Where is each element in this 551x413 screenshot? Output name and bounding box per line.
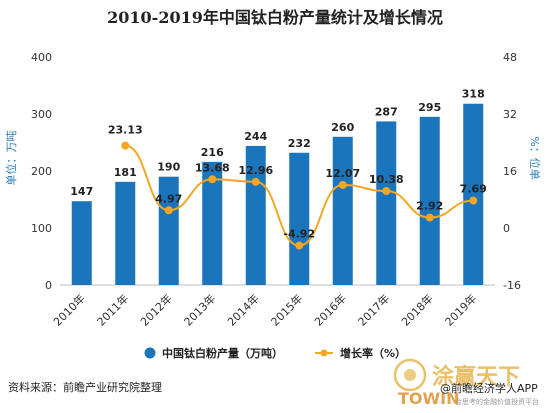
line-value-label: 2.92 bbox=[416, 200, 443, 213]
line-value-label: 23.13 bbox=[108, 124, 143, 137]
legend-line-label: 增长率（%） bbox=[340, 346, 406, 360]
bar bbox=[463, 103, 484, 286]
right-tick-label: 48 bbox=[503, 51, 517, 64]
x-tick-label: 2012年 bbox=[137, 291, 174, 328]
bar bbox=[71, 201, 92, 285]
line-series bbox=[121, 141, 478, 250]
x-tick-label: 2018年 bbox=[398, 291, 435, 328]
right-axis-title: %：位单 bbox=[528, 136, 542, 179]
brand-handle: @前瞻经济学人APP bbox=[440, 381, 538, 395]
left-tick-label: 100 bbox=[31, 222, 52, 235]
x-tick-label: 2015年 bbox=[268, 291, 305, 328]
bar bbox=[332, 136, 353, 285]
bar-value-label: 318 bbox=[462, 88, 485, 101]
towin-logo-core-icon bbox=[404, 369, 416, 381]
watermark-sub: 会思考的金融价值投资平台 bbox=[455, 397, 539, 406]
bar-value-label: 181 bbox=[114, 166, 137, 179]
x-tick-label: 2013年 bbox=[181, 291, 218, 328]
x-tick-label: 2011年 bbox=[94, 291, 131, 328]
bar-value-label: 260 bbox=[331, 121, 354, 134]
legend-line-marker bbox=[320, 349, 328, 357]
bar bbox=[376, 121, 397, 285]
line-value-label: 13.68 bbox=[195, 161, 230, 174]
bar-value-label: 232 bbox=[288, 137, 311, 150]
line-value-labels: 23.13 4.97 13.68 12.96 -4.92 12.07 10.38 2.92 7.… bbox=[108, 124, 487, 241]
bar bbox=[202, 161, 223, 285]
bar-series bbox=[71, 103, 484, 286]
line-point bbox=[338, 181, 347, 190]
line-value-label: 4.97 bbox=[155, 192, 182, 205]
right-tick-label: 0 bbox=[503, 222, 510, 235]
line-value-label: 7.69 bbox=[460, 183, 487, 196]
x-tick-label: 2019年 bbox=[442, 291, 479, 328]
bar-value-label: 190 bbox=[157, 161, 180, 174]
left-tick-label: 0 bbox=[45, 279, 52, 292]
line-point bbox=[469, 196, 478, 205]
watermark-en: TOWIN bbox=[398, 389, 460, 408]
x-tick-label: 2010年 bbox=[50, 291, 87, 328]
right-axis-ticks: -16 0 16 32 48 bbox=[503, 51, 521, 292]
bar bbox=[158, 176, 179, 285]
bar-value-label: 147 bbox=[70, 185, 93, 198]
x-tick-label: 2017年 bbox=[355, 291, 392, 328]
legend-bar-label: 中国钛白粉产量（万吨） bbox=[162, 346, 283, 360]
left-tick-label: 300 bbox=[31, 108, 52, 121]
bar bbox=[419, 116, 440, 285]
bar bbox=[289, 152, 310, 285]
chart-title: 2010-2019年中国钛白粉产量统计及增长情况 bbox=[107, 8, 443, 27]
bar-value-label: 295 bbox=[418, 101, 441, 114]
source-note: 资料来源：前瞻产业研究院整理 bbox=[8, 380, 162, 394]
watermark-cn: 涂赢天下 bbox=[432, 364, 520, 390]
towin-logo-icon bbox=[393, 358, 427, 392]
line-value-label: 12.07 bbox=[325, 167, 360, 180]
left-axis-ticks: 0 100 200 300 400 bbox=[31, 51, 52, 292]
legend-bar-swatch bbox=[144, 347, 156, 359]
towin-watermark: 涂赢天下 TOWIN 会思考的金融价值投资平台 bbox=[393, 358, 539, 408]
bar bbox=[115, 181, 136, 285]
line-point bbox=[295, 241, 304, 250]
right-tick-label: 16 bbox=[503, 165, 517, 178]
right-tick-label: 32 bbox=[503, 108, 517, 121]
line-point bbox=[382, 187, 391, 196]
line-value-label: -4.92 bbox=[283, 228, 315, 241]
bar bbox=[245, 145, 266, 285]
line-point bbox=[164, 206, 173, 215]
line-value-label: 12.96 bbox=[238, 164, 273, 177]
left-axis-title: 单位：万吨 bbox=[4, 131, 18, 186]
bar-value-label: 244 bbox=[244, 130, 267, 143]
left-tick-label: 400 bbox=[31, 51, 52, 64]
right-tick-label: -16 bbox=[503, 279, 521, 292]
line-point bbox=[425, 213, 434, 222]
line-point bbox=[121, 141, 130, 150]
x-axis-ticks: 2010年 2011年 2012年 2013年 2014年 2015年 2016年 2017年… bbox=[50, 291, 479, 328]
x-tick-label: 2014年 bbox=[224, 291, 261, 328]
bar-value-labels: 147 181 190 216 244 232 260 287 295 318 bbox=[70, 88, 484, 198]
line-point bbox=[208, 175, 217, 184]
left-tick-label: 200 bbox=[31, 165, 52, 178]
bar-value-label: 216 bbox=[201, 146, 224, 159]
line-value-label: 10.38 bbox=[369, 173, 404, 186]
bar-value-label: 287 bbox=[375, 105, 398, 118]
line-point bbox=[251, 177, 260, 186]
x-tick-label: 2016年 bbox=[311, 291, 348, 328]
